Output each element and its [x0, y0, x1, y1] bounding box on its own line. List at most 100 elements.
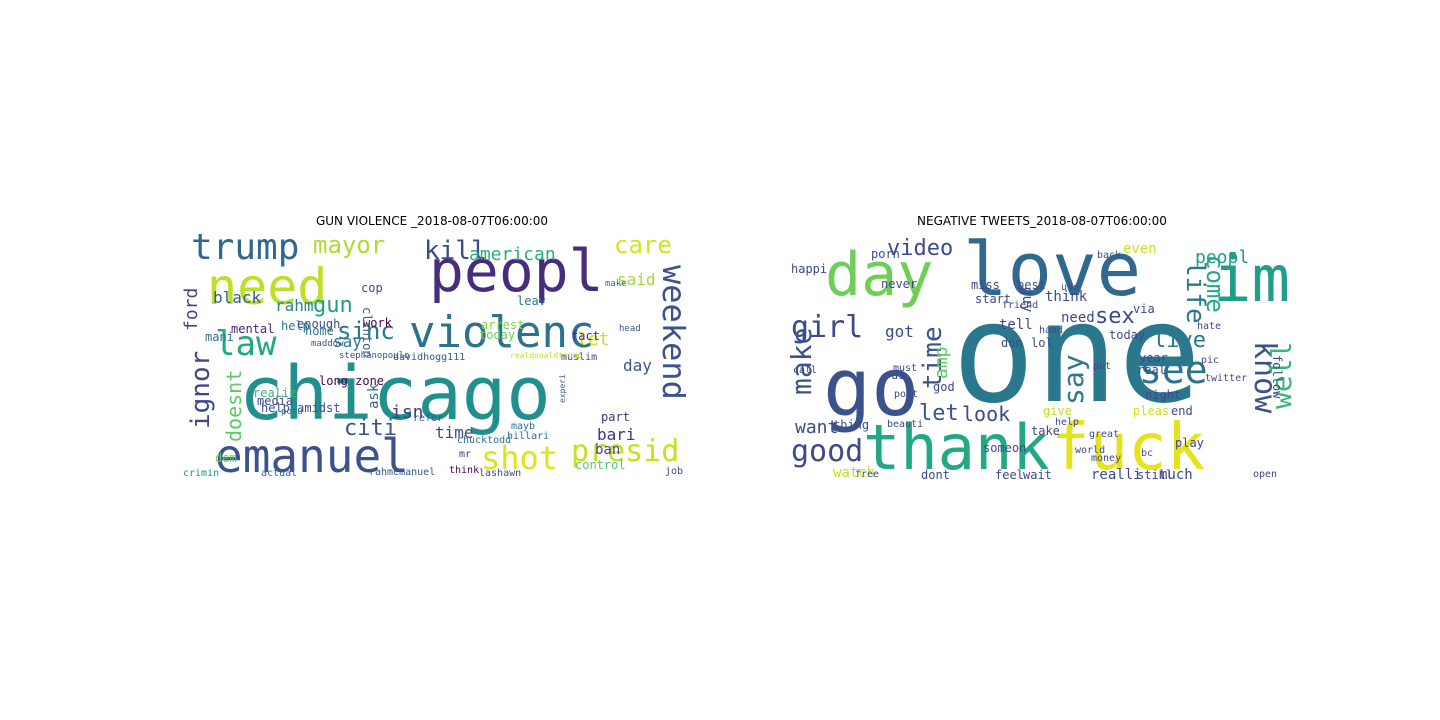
word: bc [1141, 448, 1153, 459]
word: refer [413, 413, 443, 424]
word: davidhogg111 [393, 352, 465, 363]
word: clinton [360, 307, 374, 358]
word: fact [571, 329, 600, 343]
word: much [1159, 467, 1193, 483]
word: follow [1270, 355, 1284, 399]
word: citi [344, 416, 397, 441]
word: someon [983, 441, 1026, 455]
word: mani [205, 330, 234, 344]
word: great [1089, 429, 1119, 440]
word: day [623, 356, 652, 375]
word: realli [1091, 467, 1142, 483]
word: fuck [1051, 411, 1205, 484]
word: go [823, 341, 919, 434]
word: presid [571, 434, 679, 469]
word: think [1045, 289, 1088, 305]
word: chucktodd [457, 435, 511, 446]
word: gun [313, 293, 353, 318]
word: wait [1023, 468, 1052, 482]
word: potu [281, 407, 303, 417]
word: help [1055, 417, 1079, 428]
word: live [1153, 328, 1206, 353]
word: chicago [239, 351, 551, 437]
word: beauti [887, 419, 923, 430]
word: violenc [409, 307, 594, 358]
word: realiz [253, 386, 296, 400]
word: sex [1095, 304, 1135, 329]
word: life [1180, 261, 1210, 324]
word: thing [833, 418, 869, 432]
word: video [887, 236, 953, 261]
word: help [281, 319, 310, 333]
word: porn [871, 247, 900, 261]
word: use [1061, 282, 1079, 293]
word: said [617, 270, 656, 289]
word: dont [921, 468, 950, 482]
word: play [1175, 436, 1204, 450]
word: even [1123, 241, 1157, 257]
word: control [575, 458, 626, 472]
word: doesnt [222, 370, 246, 442]
word: leav [517, 294, 546, 308]
word: work [363, 316, 393, 330]
panel-title-negative-tweets: NEGATIVE TWEETS_2018-08-07T06:00:00 [917, 214, 1167, 228]
word: know [1247, 341, 1282, 414]
word: hand [1039, 325, 1063, 336]
word: cop [361, 281, 383, 295]
word: hillari [507, 431, 549, 442]
word: thank [863, 411, 1050, 484]
word: today [1109, 328, 1145, 342]
word: put [1093, 361, 1111, 372]
word: actual [261, 468, 297, 479]
word: crimin [183, 468, 219, 479]
word: tell [999, 317, 1033, 333]
word: rahmemanuel [369, 467, 435, 478]
panel-title-gun-violence: GUN VIOLENCE _2018-08-07T06:00:00 [315, 214, 549, 228]
word: got [885, 322, 914, 341]
word: guy [1019, 287, 1035, 312]
word: never [881, 277, 917, 291]
word: stephanopoulo [339, 351, 409, 361]
word: say [1057, 354, 1090, 405]
word: long zone [319, 374, 384, 388]
word: kill [424, 236, 487, 266]
word: time [918, 326, 948, 389]
word: start [975, 292, 1011, 306]
word: girl [791, 310, 863, 345]
word: make [605, 279, 627, 289]
word: post [894, 389, 918, 400]
word: media [257, 394, 293, 408]
word: ignor [186, 351, 216, 429]
word: ask [366, 383, 382, 409]
word: real [1137, 363, 1166, 377]
word: mental [231, 322, 274, 336]
word: money [1091, 453, 1121, 464]
word: happi [791, 262, 827, 276]
word: emanuel [215, 429, 409, 483]
word: job [665, 466, 683, 477]
word-cloud-negative-tweets-canvas: one love im day go thank fuck good girl … [787, 229, 1296, 484]
word: arrest [481, 318, 524, 332]
word-cloud-gun-violence: chicago peopl need emanuel violenc trump… [177, 229, 686, 484]
word: head [619, 324, 641, 334]
word: take [1031, 424, 1060, 438]
word: via [1133, 302, 1155, 316]
word: mayb [511, 421, 535, 432]
word: still [1137, 468, 1173, 482]
word: back [1097, 250, 1121, 261]
word: black [213, 288, 262, 307]
word: think [449, 465, 479, 476]
word: peopl [429, 237, 604, 305]
word: peopl [1195, 247, 1249, 268]
word: shot [481, 439, 558, 477]
word: time [435, 423, 474, 442]
word: best [1017, 278, 1046, 292]
word: pic [1201, 355, 1219, 366]
word: love [963, 229, 1141, 313]
word: pleas [1133, 404, 1169, 418]
word: help amidst [261, 401, 340, 415]
word: today [479, 328, 515, 342]
word: twitter [1205, 373, 1247, 384]
word: watch [833, 465, 875, 481]
word: give [1043, 404, 1072, 418]
